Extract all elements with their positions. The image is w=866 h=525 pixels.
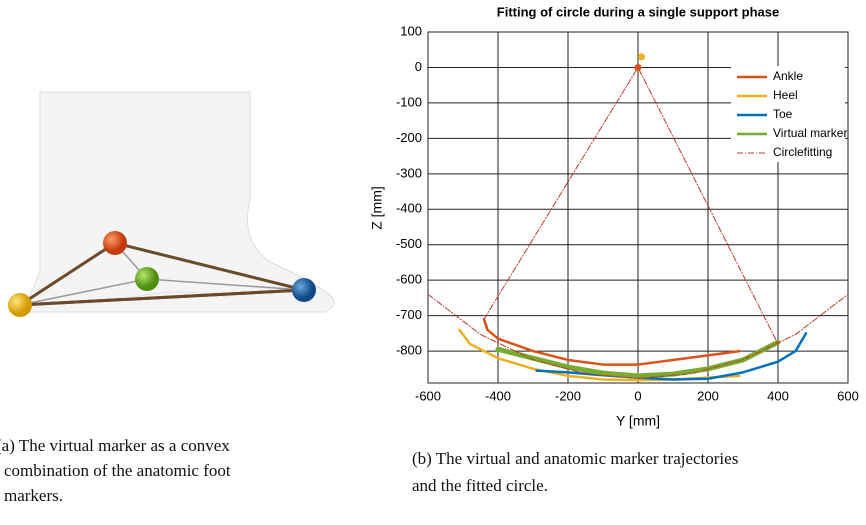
y-tick-label: -600 [396,272,422,287]
series-line [495,339,781,379]
y-tick-label: -500 [396,236,422,251]
x-tick-label: 400 [767,388,789,403]
foot-illustration [8,91,335,317]
y-tick-label: 100 [400,23,422,38]
y-tick-label: -800 [396,343,422,358]
center-marker [638,53,645,61]
plot-area [428,53,848,382]
center-marker [634,63,642,71]
y-tick-label: -100 [396,94,422,109]
x-tick-label: 0 [634,388,641,403]
x-tick-label: -400 [485,388,511,403]
caption-a: markers. [4,486,63,505]
caption-b: and the fitted circle. [412,476,548,495]
y-tick-label: -700 [396,307,422,322]
y-axis-label: Z [mm] [369,186,385,230]
legend-label: Ankle [773,69,803,83]
plot-frame [427,31,849,384]
x-tick-label: 600 [837,388,859,403]
legend-label: Toe [773,107,793,121]
legend-label: Circlefitting [773,145,832,159]
y-tick-label: -400 [396,201,422,216]
y-tick-label: 0 [415,59,422,74]
series-line [482,317,741,366]
x-tick-label: -600 [415,388,441,403]
legend-label: Heel [773,88,798,102]
caption-a: combination of the anatomic foot [4,461,231,480]
caption-b: (b) The virtual and anatomic marker traj… [412,449,738,468]
caption-a: (a) The virtual marker as a convex [0,436,230,455]
x-axis-label: Y [mm] [616,413,660,429]
x-tick-label: -200 [555,388,581,403]
x-tick-label: 200 [697,388,719,403]
y-tick-label: -300 [396,165,422,180]
chart-title: Fitting of circle during a single suppor… [497,4,779,19]
legend-label: Virtual marker [773,126,847,140]
y-tick-label: -200 [396,130,422,145]
